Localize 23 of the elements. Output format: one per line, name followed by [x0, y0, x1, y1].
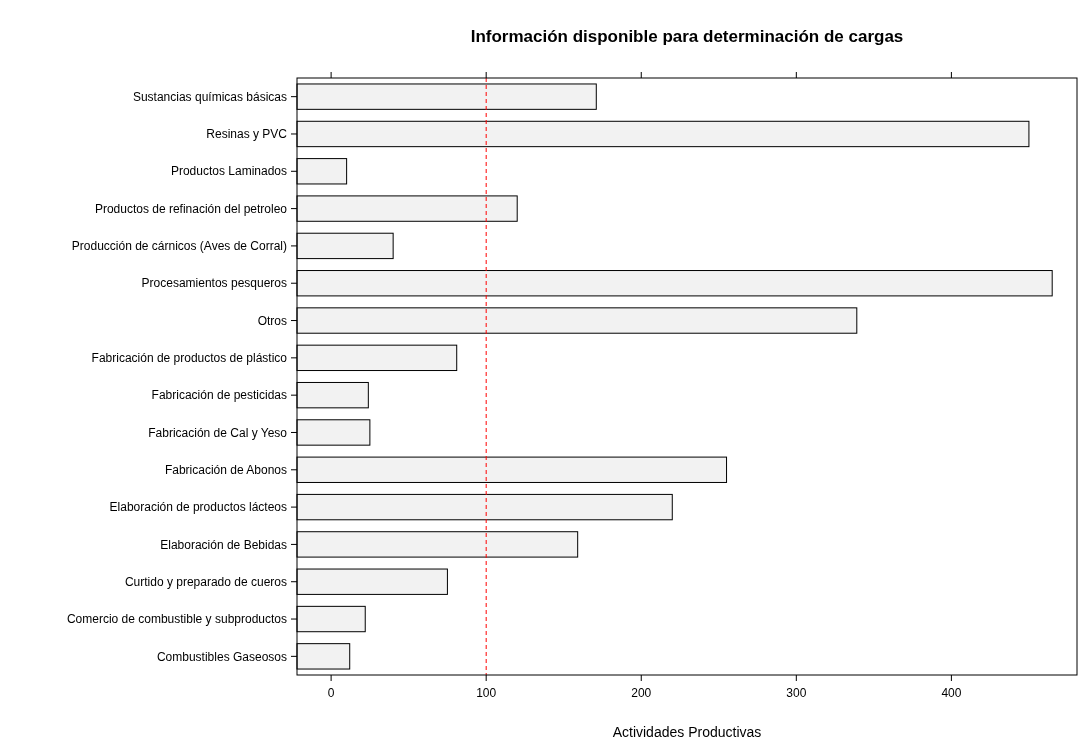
x-tick-label: 200 [631, 686, 652, 700]
x-tick-label: 0 [327, 686, 335, 700]
x-tick-label: 300 [786, 686, 807, 700]
y-tick-label: Resinas y PVC [206, 127, 288, 142]
y-tick-label: Combustibles Gaseosos [156, 649, 287, 664]
y-tick-label: Elaboración de Bebidas [160, 537, 287, 552]
y-tick-label: Procesamientos pesqueros [141, 276, 287, 291]
y-tick-label: Elaboración de productos lácteos [109, 500, 287, 515]
y-tick-label: Curtido y preparado de cueros [124, 574, 287, 589]
y-tick-label: Sustancias químicas básicas [132, 89, 287, 104]
y-tick-label: Comercio de combustible y subproductos [66, 612, 287, 627]
y-tick-label: Productos de refinación del petroleo [94, 201, 288, 216]
y-tick-label: Fabricación de pesticidas [151, 388, 287, 403]
y-tick-label: Productos Laminados [170, 164, 287, 179]
x-axis-title: Actividades Productivas [612, 724, 762, 738]
x-tick-label: 100 [476, 686, 497, 700]
x-tick-label: 400 [941, 686, 962, 700]
y-tick-label: Fabricación de productos de plástico [91, 351, 288, 366]
chart-title: Información disponible para determinación de cargas [470, 27, 904, 46]
y-tick-label: Fabricación de Cal y Yeso [148, 425, 288, 440]
y-tick-label: Otros [257, 313, 287, 328]
y-tick-label: Fabricación de Abonos [164, 462, 287, 477]
y-tick-label: Producción de cárnicos (Aves de Corral) [71, 239, 287, 254]
